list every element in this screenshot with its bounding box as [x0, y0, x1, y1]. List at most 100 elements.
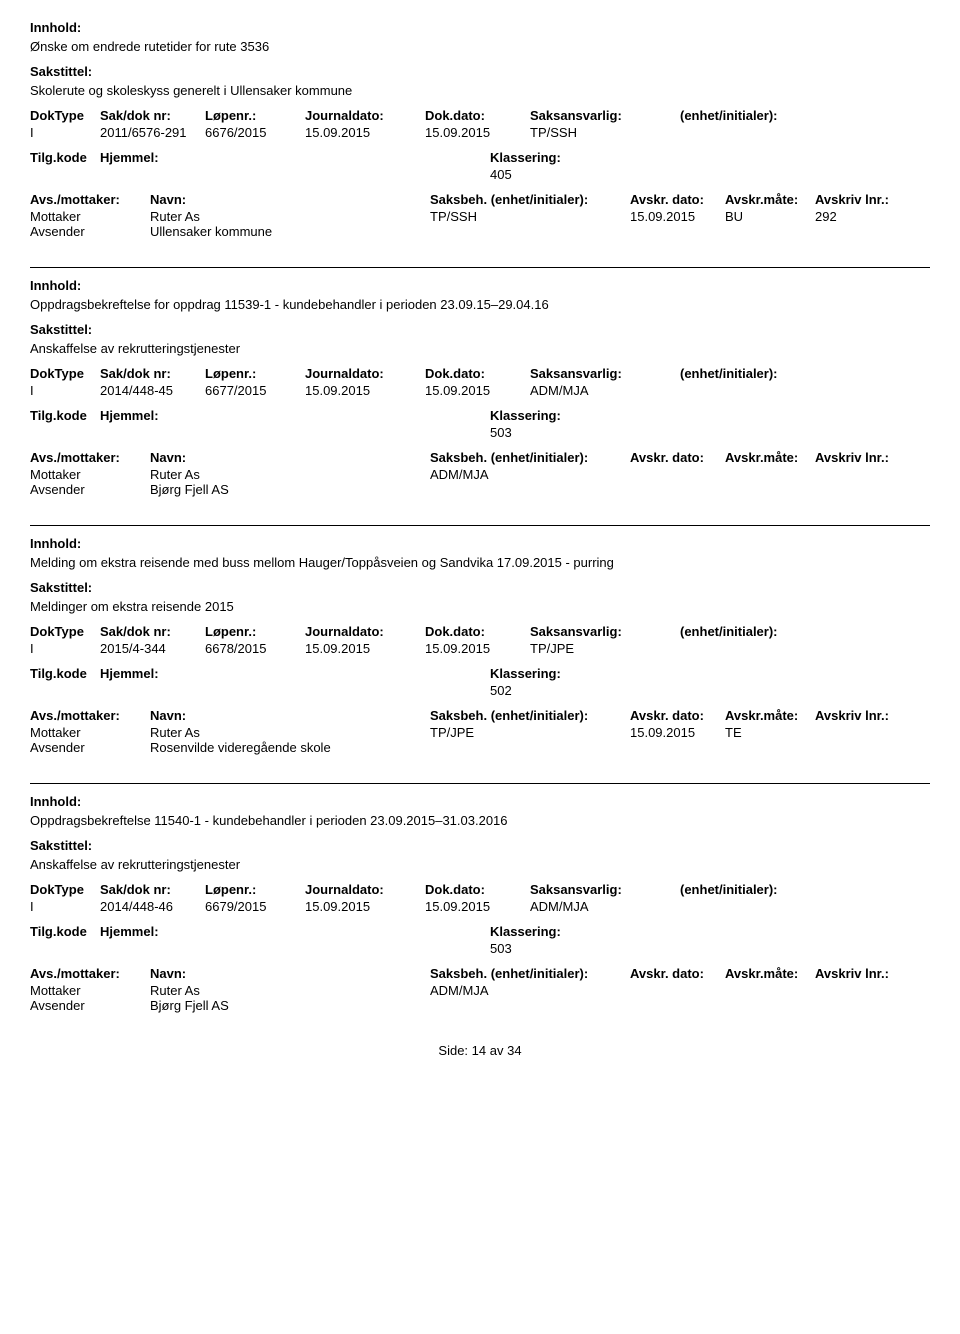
- val-journaldato: 15.09.2015: [305, 125, 425, 140]
- col-avskrmate: Avskr.måte:: [725, 192, 815, 207]
- innhold-label: Innhold:: [30, 278, 930, 293]
- val-klassering: 405: [490, 167, 790, 182]
- class-header-row: Tilg.kodeHjemmel:Klassering:: [30, 924, 930, 939]
- val-avsender-navn: Ullensaker kommune: [150, 224, 430, 239]
- col-saksbeh: Saksbeh. (enhet/initialer):: [430, 966, 630, 981]
- party-header-row: Avs./mottaker:Navn:Saksbeh. (enhet/initi…: [30, 708, 930, 723]
- col-avskrivlnr: Avskriv lnr.:: [815, 966, 910, 981]
- val-doktype: I: [30, 641, 100, 656]
- val-mottaker-label: Mottaker: [30, 983, 150, 998]
- val-saksbeh: TP/JPE: [430, 725, 630, 740]
- sakstittel-value: Skolerute og skoleskyss generelt i Ullen…: [30, 83, 930, 98]
- val-saksansvarlig: ADM/MJA: [530, 383, 680, 398]
- col-enhet: (enhet/initialer):: [680, 624, 820, 639]
- col-journaldato: Journaldato:: [305, 108, 425, 123]
- party-header-row: Avs./mottaker:Navn:Saksbeh. (enhet/initi…: [30, 966, 930, 981]
- col-avsmottaker: Avs./mottaker:: [30, 450, 150, 465]
- meta-header-row: DokTypeSak/dok nr:Løpenr.:Journaldato:Do…: [30, 624, 930, 639]
- col-dokdato: Dok.dato:: [425, 882, 530, 897]
- col-saksansvarlig: Saksansvarlig:: [530, 108, 680, 123]
- col-navn: Navn:: [150, 966, 430, 981]
- col-hjemmel: Hjemmel:: [100, 666, 490, 681]
- val-avskrmate: [725, 467, 815, 482]
- col-avsmottaker: Avs./mottaker:: [30, 966, 150, 981]
- col-lopenr: Løpenr.:: [205, 624, 305, 639]
- col-tilgkode: Tilg.kode: [30, 408, 100, 423]
- col-tilgkode: Tilg.kode: [30, 150, 100, 165]
- class-data-row: 502: [30, 683, 930, 698]
- journal-record: Innhold:Oppdragsbekreftelse for oppdrag …: [30, 278, 930, 497]
- col-sakdok: Sak/dok nr:: [100, 882, 205, 897]
- val-tilgkode: [30, 941, 100, 956]
- val-mottaker-navn: Ruter As: [150, 725, 430, 740]
- col-saksbeh: Saksbeh. (enhet/initialer):: [430, 192, 630, 207]
- sakstittel-value: Meldinger om ekstra reisende 2015: [30, 599, 930, 614]
- party-header-row: Avs./mottaker:Navn:Saksbeh. (enhet/initi…: [30, 192, 930, 207]
- journal-record: Innhold: Oppdragsbekreftelse 11540-1 - ku…: [30, 794, 930, 1013]
- val-lopenr: 6679/2015: [205, 899, 305, 914]
- col-klassering: Klassering:: [490, 666, 790, 681]
- val-hjemmel: [100, 167, 490, 182]
- val-enhet: [680, 899, 820, 914]
- sakstittel-label: Sakstittel:: [30, 580, 930, 595]
- col-dokdato: Dok.dato:: [425, 108, 530, 123]
- val-dokdato: 15.09.2015: [425, 641, 530, 656]
- val-sakdok: 2015/4-344: [100, 641, 205, 656]
- journal-record: Innhold:Melding om ekstra reisende med b…: [30, 536, 930, 755]
- val-avskrmate: TE: [725, 725, 815, 740]
- val-dokdato: 15.09.2015: [425, 899, 530, 914]
- av-label: av: [490, 1043, 504, 1058]
- col-doktype: DokType: [30, 624, 100, 639]
- party-avsender-row: AvsenderRosenvilde videregående skole: [30, 740, 930, 755]
- party-avsender-row: AvsenderBjørg Fjell AS: [30, 482, 930, 497]
- val-avskrdato: 15.09.2015: [630, 209, 725, 224]
- col-saksansvarlig: Saksansvarlig:: [530, 624, 680, 639]
- party-avsender-row: AvsenderUllensaker kommune: [30, 224, 930, 239]
- col-dokdato: Dok.dato:: [425, 624, 530, 639]
- val-journaldato: 15.09.2015: [305, 383, 425, 398]
- sakstittel-label: Sakstittel:: [30, 322, 930, 337]
- party-mottaker-row: MottakerRuter AsTP/SSH15.09.2015BU292: [30, 209, 930, 224]
- col-navn: Navn:: [150, 450, 430, 465]
- col-doktype: DokType: [30, 366, 100, 381]
- val-enhet: [680, 125, 820, 140]
- val-tilgkode: [30, 425, 100, 440]
- val-saksbeh: TP/SSH: [430, 209, 630, 224]
- val-doktype: I: [30, 383, 100, 398]
- col-sakdok: Sak/dok nr:: [100, 366, 205, 381]
- val-dokdato: 15.09.2015: [425, 125, 530, 140]
- val-lopenr: 6677/2015: [205, 383, 305, 398]
- col-tilgkode: Tilg.kode: [30, 924, 100, 939]
- col-sakdok: Sak/dok nr:: [100, 108, 205, 123]
- val-avsender-label: Avsender: [30, 740, 150, 755]
- col-avskrivlnr: Avskriv lnr.:: [815, 708, 910, 723]
- val-avskrivlnr: 292: [815, 209, 910, 224]
- val-klassering: 502: [490, 683, 790, 698]
- page-footer: Side: 14 av 34: [30, 1043, 930, 1058]
- class-data-row: 503: [30, 425, 930, 440]
- val-mottaker-label: Mottaker: [30, 209, 150, 224]
- innhold-label: Innhold:: [30, 794, 930, 809]
- val-klassering: 503: [490, 425, 790, 440]
- col-navn: Navn:: [150, 192, 430, 207]
- val-mottaker-label: Mottaker: [30, 725, 150, 740]
- side-label: Side:: [438, 1043, 468, 1058]
- col-hjemmel: Hjemmel:: [100, 408, 490, 423]
- col-hjemmel: Hjemmel:: [100, 924, 490, 939]
- col-doktype: DokType: [30, 882, 100, 897]
- col-avskrdato: Avskr. dato:: [630, 192, 725, 207]
- party-header-row: Avs./mottaker:Navn:Saksbeh. (enhet/initi…: [30, 450, 930, 465]
- val-lopenr: 6678/2015: [205, 641, 305, 656]
- val-tilgkode: [30, 683, 100, 698]
- class-header-row: Tilg.kodeHjemmel:Klassering:: [30, 408, 930, 423]
- col-avskrmate: Avskr.måte:: [725, 450, 815, 465]
- col-journaldato: Journaldato:: [305, 366, 425, 381]
- class-header-row: Tilg.kodeHjemmel:Klassering:: [30, 150, 930, 165]
- innhold-value: Oppdragsbekreftelse 11540-1 - kundebehan…: [30, 813, 930, 828]
- val-enhet: [680, 383, 820, 398]
- val-avskrdato: [630, 983, 725, 998]
- val-mottaker-navn: Ruter As: [150, 467, 430, 482]
- col-hjemmel: Hjemmel:: [100, 150, 490, 165]
- party-mottaker-row: MottakerRuter AsADM/MJA: [30, 467, 930, 482]
- record-divider: [30, 267, 930, 268]
